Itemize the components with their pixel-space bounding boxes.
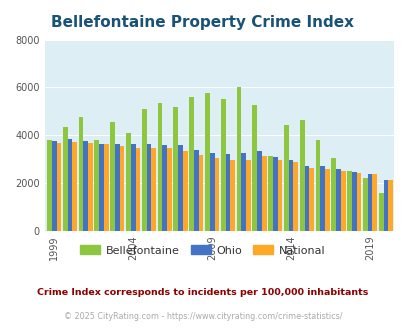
Legend: Bellefontaine, Ohio, National: Bellefontaine, Ohio, National bbox=[76, 241, 329, 260]
Bar bbox=[356, 173, 360, 231]
Bar bbox=[245, 160, 250, 231]
Bar bbox=[225, 154, 230, 231]
Bar bbox=[256, 151, 261, 231]
Bar bbox=[162, 145, 167, 231]
Bar bbox=[272, 157, 277, 231]
Bar bbox=[309, 168, 313, 231]
Bar bbox=[135, 148, 140, 231]
Bar bbox=[320, 166, 324, 231]
Bar bbox=[387, 180, 392, 231]
Bar bbox=[288, 160, 293, 231]
Bar bbox=[151, 148, 156, 231]
Bar bbox=[194, 150, 198, 231]
Bar bbox=[88, 144, 93, 231]
Bar bbox=[236, 87, 241, 231]
Bar bbox=[324, 169, 329, 231]
Bar bbox=[47, 140, 52, 231]
Bar bbox=[268, 156, 272, 231]
Bar bbox=[189, 97, 194, 231]
Bar bbox=[130, 145, 135, 231]
Bar bbox=[157, 103, 162, 231]
Bar bbox=[214, 158, 219, 231]
Bar bbox=[209, 152, 214, 231]
Text: Bellefontaine Property Crime Index: Bellefontaine Property Crime Index bbox=[51, 15, 354, 30]
Bar bbox=[173, 107, 178, 231]
Bar bbox=[351, 172, 356, 231]
Bar bbox=[115, 145, 119, 231]
Bar bbox=[205, 93, 209, 231]
Bar bbox=[167, 148, 171, 231]
Bar bbox=[52, 141, 56, 231]
Bar bbox=[277, 160, 282, 231]
Bar bbox=[141, 109, 146, 231]
Bar bbox=[94, 140, 99, 231]
Bar bbox=[346, 171, 351, 231]
Bar bbox=[56, 143, 61, 231]
Bar bbox=[83, 141, 88, 231]
Bar bbox=[220, 99, 225, 231]
Bar bbox=[299, 120, 304, 231]
Bar bbox=[99, 144, 104, 231]
Bar bbox=[261, 156, 266, 231]
Bar bbox=[378, 193, 383, 231]
Bar bbox=[315, 140, 320, 231]
Bar bbox=[230, 160, 234, 231]
Bar bbox=[284, 125, 288, 231]
Text: Crime Index corresponds to incidents per 100,000 inhabitants: Crime Index corresponds to incidents per… bbox=[37, 287, 368, 297]
Bar bbox=[146, 145, 151, 231]
Bar bbox=[371, 174, 376, 231]
Bar bbox=[362, 178, 367, 231]
Bar bbox=[383, 180, 387, 231]
Bar bbox=[198, 155, 203, 231]
Bar bbox=[119, 146, 124, 231]
Bar bbox=[72, 143, 77, 231]
Bar bbox=[304, 166, 309, 231]
Bar bbox=[178, 145, 182, 231]
Bar bbox=[241, 152, 245, 231]
Text: © 2025 CityRating.com - https://www.cityrating.com/crime-statistics/: © 2025 CityRating.com - https://www.city… bbox=[64, 312, 341, 321]
Bar bbox=[182, 151, 187, 231]
Bar bbox=[104, 145, 109, 231]
Bar bbox=[126, 133, 130, 231]
Bar bbox=[79, 117, 83, 231]
Bar bbox=[330, 158, 335, 231]
Bar bbox=[340, 171, 345, 231]
Bar bbox=[367, 174, 371, 231]
Bar bbox=[293, 162, 298, 231]
Bar bbox=[252, 105, 256, 231]
Bar bbox=[335, 169, 340, 231]
Bar bbox=[63, 127, 67, 231]
Bar bbox=[67, 139, 72, 231]
Bar bbox=[110, 122, 115, 231]
